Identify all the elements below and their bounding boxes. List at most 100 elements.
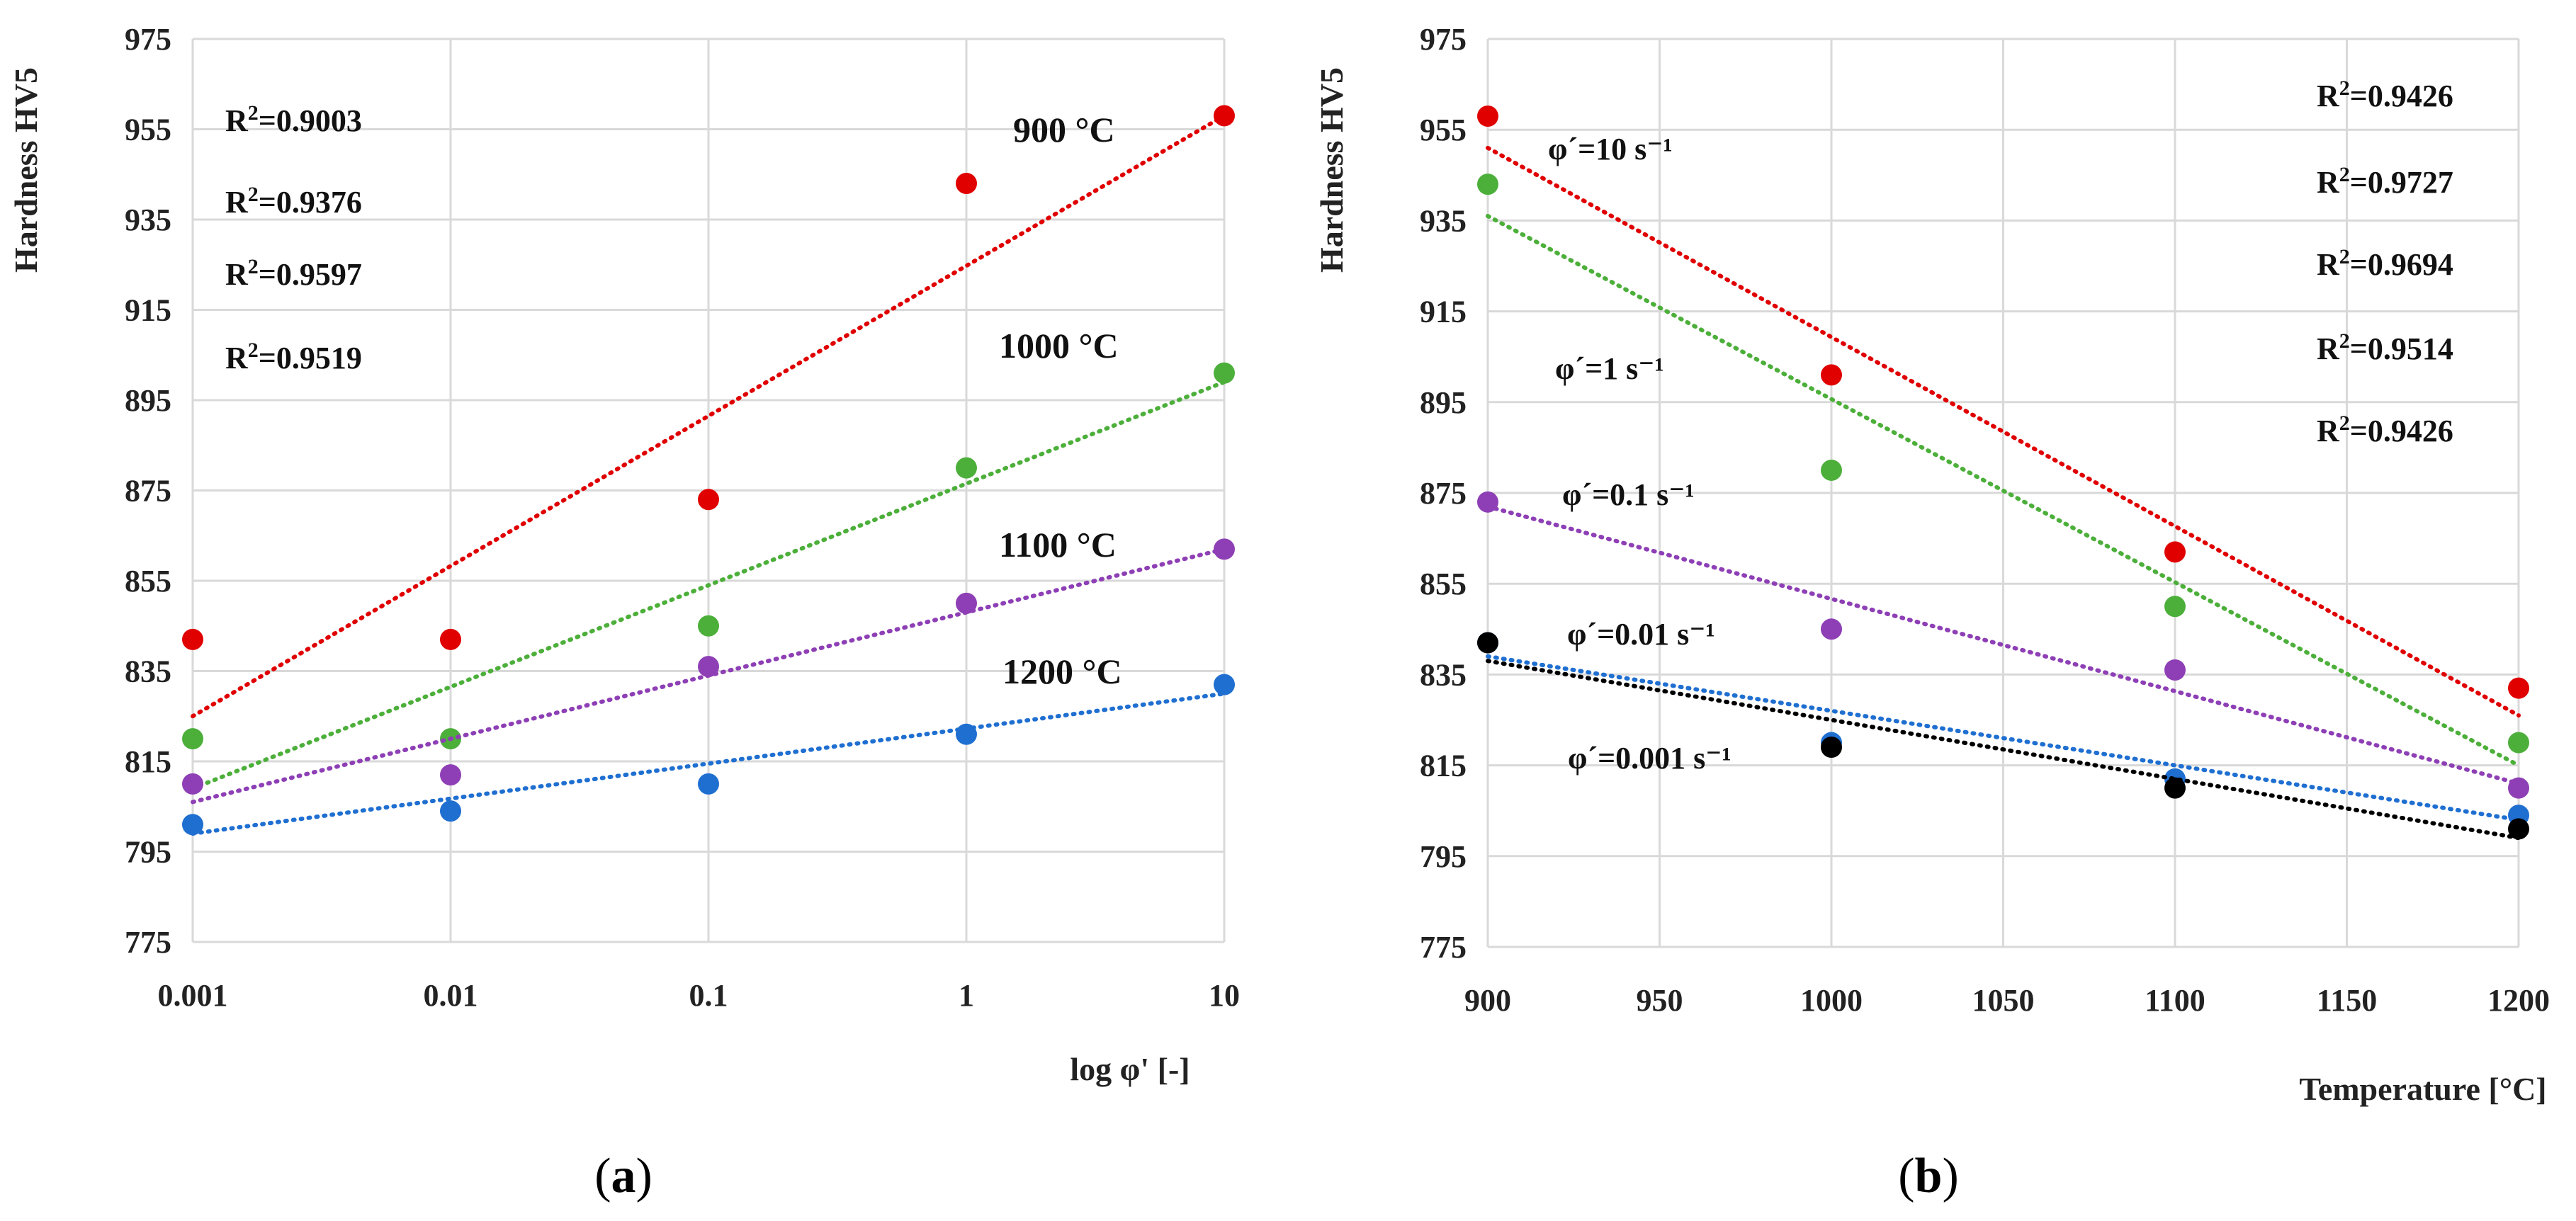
- x-tick-label: 900: [1464, 983, 1511, 1018]
- x-axis-label: Temperature [°C]: [2299, 1071, 2546, 1107]
- chart-a: 775 795 815 835 855 875 895 915 935 955 975 0.001 0.…: [8, 22, 1240, 1203]
- data-point-series-3: [440, 764, 461, 786]
- y-tick-label: 875: [1420, 476, 1467, 511]
- r2-label: R2=0.9003: [225, 101, 362, 138]
- panel-caption: (a): [594, 1149, 653, 1203]
- series-label: 900 °C: [1013, 110, 1115, 149]
- x-tick-label: 1100: [2145, 983, 2205, 1018]
- data-point-series-1: [440, 628, 461, 650]
- y-tick-label: 915: [125, 293, 171, 328]
- y-tick-label: 855: [1420, 567, 1467, 601]
- y-tick-label: 975: [125, 22, 171, 57]
- data-point-series-1: [1477, 105, 1498, 127]
- trendline-3: [1486, 504, 2521, 786]
- r2-label: R2=0.9376: [225, 183, 362, 220]
- y-tick-label: 855: [125, 564, 171, 598]
- trendline-4: [191, 691, 1226, 836]
- data-point-series-5: [2164, 777, 2186, 799]
- x-tick-label: 1000: [1800, 983, 1863, 1018]
- x-tick-label: 0.1: [689, 978, 728, 1013]
- y-tick-label: 935: [1420, 203, 1467, 238]
- data-point-series-5: [2508, 818, 2529, 840]
- y-tick-label: 795: [1420, 839, 1467, 874]
- r2-label: R2=0.9426: [2317, 76, 2453, 113]
- series-label: φ´=1 s⁻¹: [1555, 351, 1664, 386]
- y-tick-label: 835: [125, 654, 171, 689]
- data-point-series-4: [182, 814, 203, 836]
- series-label: φ´=0.01 s⁻¹: [1567, 617, 1715, 652]
- series-label: φ´=10 s⁻¹: [1548, 132, 1673, 166]
- data-point-series-2: [1214, 362, 1235, 384]
- y-axis-label: Hardness HV5: [1314, 67, 1350, 273]
- data-point-series-4: [956, 723, 977, 745]
- data-point-series-4: [698, 773, 719, 795]
- y-tick-label: 815: [125, 744, 171, 779]
- data-point-series-1: [2508, 677, 2529, 699]
- data-point-series-5: [1477, 632, 1498, 654]
- data-point-series-4: [1214, 674, 1235, 695]
- trendline-4: [1486, 654, 2521, 822]
- data-point-series-3: [698, 656, 719, 678]
- series-label: φ´=0.1 s⁻¹: [1562, 477, 1695, 512]
- y-tick-label: 955: [125, 113, 171, 147]
- y-tick-label: 955: [1420, 113, 1467, 147]
- data-point-series-2: [1821, 459, 1842, 481]
- data-point-series-1: [2164, 541, 2186, 563]
- r2-label: R2=0.9727: [2317, 163, 2453, 200]
- x-tick-label: 0.001: [158, 978, 228, 1013]
- r2-label: R2=0.9694: [2317, 245, 2453, 282]
- data-point-series-3: [1214, 538, 1235, 560]
- y-tick-label: 815: [1420, 749, 1467, 783]
- data-point-series-1: [1821, 364, 1842, 386]
- x-tick-label: 950: [1637, 983, 1683, 1018]
- data-point-series-3: [2508, 777, 2529, 799]
- series-label: 1100 °C: [999, 525, 1117, 564]
- data-point-series-2: [1477, 174, 1498, 195]
- y-tick-label: 775: [1420, 930, 1467, 965]
- data-point-series-5: [1821, 736, 1842, 758]
- panel-caption: (b): [1898, 1149, 1959, 1203]
- x-axis-label: log φ' [-]: [1070, 1051, 1190, 1087]
- r2-label: R2=0.9514: [2317, 329, 2453, 366]
- y-tick-label: 915: [1420, 295, 1467, 329]
- trendline-5: [1486, 659, 2521, 841]
- x-tick-label: 0.01: [424, 978, 478, 1013]
- x-tick-label: 10: [1209, 978, 1240, 1013]
- y-tick-label: 775: [125, 925, 171, 960]
- y-tick-label: 895: [125, 383, 171, 418]
- data-point-series-1: [182, 628, 203, 650]
- r2-label: R2=0.9597: [225, 255, 362, 292]
- trendline-1: [1486, 145, 2521, 718]
- trendline-2: [191, 380, 1226, 791]
- data-point-series-3: [182, 773, 203, 795]
- y-tick-label: 795: [125, 835, 171, 870]
- y-axis-label: Hardness HV5: [8, 67, 44, 273]
- data-point-series-3: [2164, 659, 2186, 681]
- x-tick-label: 1150: [2317, 983, 2378, 1018]
- y-tick-label: 935: [125, 203, 171, 237]
- trendline-2: [1486, 213, 2521, 768]
- series-label: φ´=0.001 s⁻¹: [1568, 741, 1732, 776]
- data-point-series-4: [440, 800, 461, 822]
- data-point-series-3: [1821, 618, 1842, 640]
- data-point-series-1: [1214, 105, 1235, 127]
- data-point-series-2: [2508, 732, 2529, 754]
- data-point-series-3: [1477, 491, 1498, 513]
- data-point-series-1: [698, 489, 719, 511]
- data-point-series-3: [956, 592, 977, 614]
- y-tick-label: 875: [125, 474, 171, 509]
- y-tick-label: 895: [1420, 385, 1467, 420]
- series-label: 1200 °C: [1002, 652, 1122, 691]
- y-tick-label: 835: [1420, 657, 1467, 692]
- r2-label: R2=0.9426: [2317, 411, 2453, 448]
- r2-label: R2=0.9519: [225, 339, 362, 375]
- data-point-series-2: [698, 615, 719, 637]
- x-tick-label: 1050: [1972, 983, 2035, 1018]
- data-point-series-2: [2164, 596, 2186, 618]
- data-point-series-2: [182, 728, 203, 750]
- y-tick-label: 975: [1420, 22, 1467, 57]
- x-tick-label: 1: [959, 978, 974, 1013]
- data-point-series-1: [956, 173, 977, 194]
- x-tick-label: 1200: [2487, 983, 2550, 1018]
